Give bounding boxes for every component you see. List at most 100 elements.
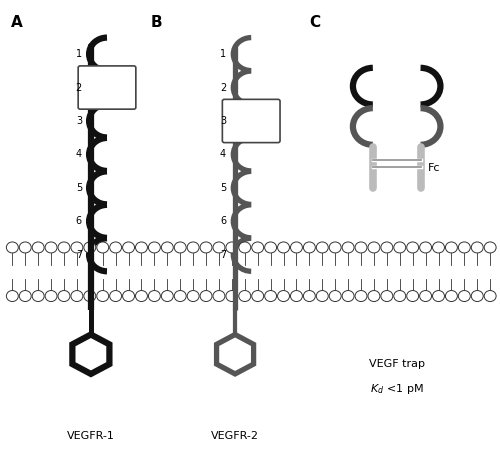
Circle shape: [110, 242, 122, 253]
Circle shape: [368, 242, 380, 253]
Circle shape: [355, 242, 367, 253]
Circle shape: [316, 242, 328, 253]
Text: VEGF trap: VEGF trap: [368, 359, 424, 369]
Text: 6: 6: [220, 216, 226, 226]
Polygon shape: [216, 335, 254, 374]
Text: 3: 3: [76, 116, 82, 126]
Circle shape: [329, 242, 341, 253]
Circle shape: [394, 290, 406, 301]
Circle shape: [264, 242, 276, 253]
Circle shape: [162, 242, 173, 253]
Circle shape: [278, 242, 289, 253]
Circle shape: [329, 290, 341, 301]
Circle shape: [226, 290, 238, 301]
Circle shape: [381, 242, 393, 253]
Circle shape: [122, 290, 134, 301]
Circle shape: [226, 242, 238, 253]
Text: 7: 7: [76, 250, 82, 260]
Circle shape: [472, 290, 483, 301]
Circle shape: [110, 290, 122, 301]
Circle shape: [432, 290, 444, 301]
Text: 5: 5: [220, 183, 226, 193]
Circle shape: [342, 242, 354, 253]
FancyBboxPatch shape: [222, 100, 280, 142]
Circle shape: [58, 242, 70, 253]
Circle shape: [420, 242, 432, 253]
Text: 2: 2: [76, 83, 82, 93]
Circle shape: [290, 290, 302, 301]
Circle shape: [136, 242, 147, 253]
Circle shape: [174, 290, 186, 301]
Circle shape: [122, 242, 134, 253]
Circle shape: [252, 290, 264, 301]
Text: B: B: [150, 15, 162, 30]
Circle shape: [316, 290, 328, 301]
Circle shape: [84, 242, 96, 253]
Circle shape: [58, 290, 70, 301]
Circle shape: [394, 242, 406, 253]
Circle shape: [381, 290, 393, 301]
Circle shape: [446, 242, 458, 253]
Text: 3: 3: [220, 116, 226, 126]
Circle shape: [6, 290, 18, 301]
Circle shape: [45, 290, 57, 301]
Circle shape: [264, 290, 276, 301]
Circle shape: [148, 242, 160, 253]
Text: 4: 4: [76, 149, 82, 160]
FancyBboxPatch shape: [78, 66, 136, 109]
Circle shape: [200, 242, 212, 253]
Circle shape: [355, 290, 367, 301]
Circle shape: [368, 290, 380, 301]
Text: VEGFR-2: VEGFR-2: [211, 431, 259, 441]
Circle shape: [420, 290, 432, 301]
Circle shape: [187, 242, 199, 253]
Circle shape: [45, 242, 57, 253]
Circle shape: [458, 242, 470, 253]
Circle shape: [84, 290, 96, 301]
Text: C: C: [310, 15, 321, 30]
Circle shape: [342, 290, 354, 301]
Text: 1: 1: [220, 49, 226, 59]
Circle shape: [484, 290, 496, 301]
Circle shape: [458, 290, 470, 301]
Circle shape: [290, 242, 302, 253]
Polygon shape: [72, 335, 110, 374]
Circle shape: [472, 242, 483, 253]
Circle shape: [252, 242, 264, 253]
Circle shape: [71, 242, 83, 253]
Circle shape: [484, 242, 496, 253]
Text: 2: 2: [220, 83, 226, 93]
Text: 4: 4: [220, 149, 226, 160]
Circle shape: [187, 290, 199, 301]
Circle shape: [148, 290, 160, 301]
Circle shape: [20, 290, 31, 301]
Circle shape: [71, 290, 83, 301]
Circle shape: [162, 290, 173, 301]
Circle shape: [304, 242, 316, 253]
Text: A: A: [12, 15, 23, 30]
Circle shape: [406, 290, 418, 301]
Circle shape: [304, 290, 316, 301]
Circle shape: [6, 242, 18, 253]
Text: 5: 5: [76, 183, 82, 193]
Circle shape: [200, 290, 212, 301]
Circle shape: [213, 290, 225, 301]
Circle shape: [278, 290, 289, 301]
Circle shape: [32, 242, 44, 253]
Circle shape: [446, 290, 458, 301]
Text: VEGFR-1: VEGFR-1: [67, 431, 115, 441]
Circle shape: [97, 242, 108, 253]
Circle shape: [20, 242, 31, 253]
Circle shape: [213, 242, 225, 253]
Circle shape: [239, 242, 251, 253]
Circle shape: [97, 290, 108, 301]
Text: $K_d$ <1 pM: $K_d$ <1 pM: [370, 382, 424, 396]
Text: Fc: Fc: [428, 163, 440, 173]
Circle shape: [239, 290, 251, 301]
Circle shape: [406, 242, 418, 253]
Circle shape: [136, 290, 147, 301]
Circle shape: [432, 242, 444, 253]
Text: 7: 7: [220, 250, 226, 260]
Circle shape: [32, 290, 44, 301]
Text: 6: 6: [76, 216, 82, 226]
